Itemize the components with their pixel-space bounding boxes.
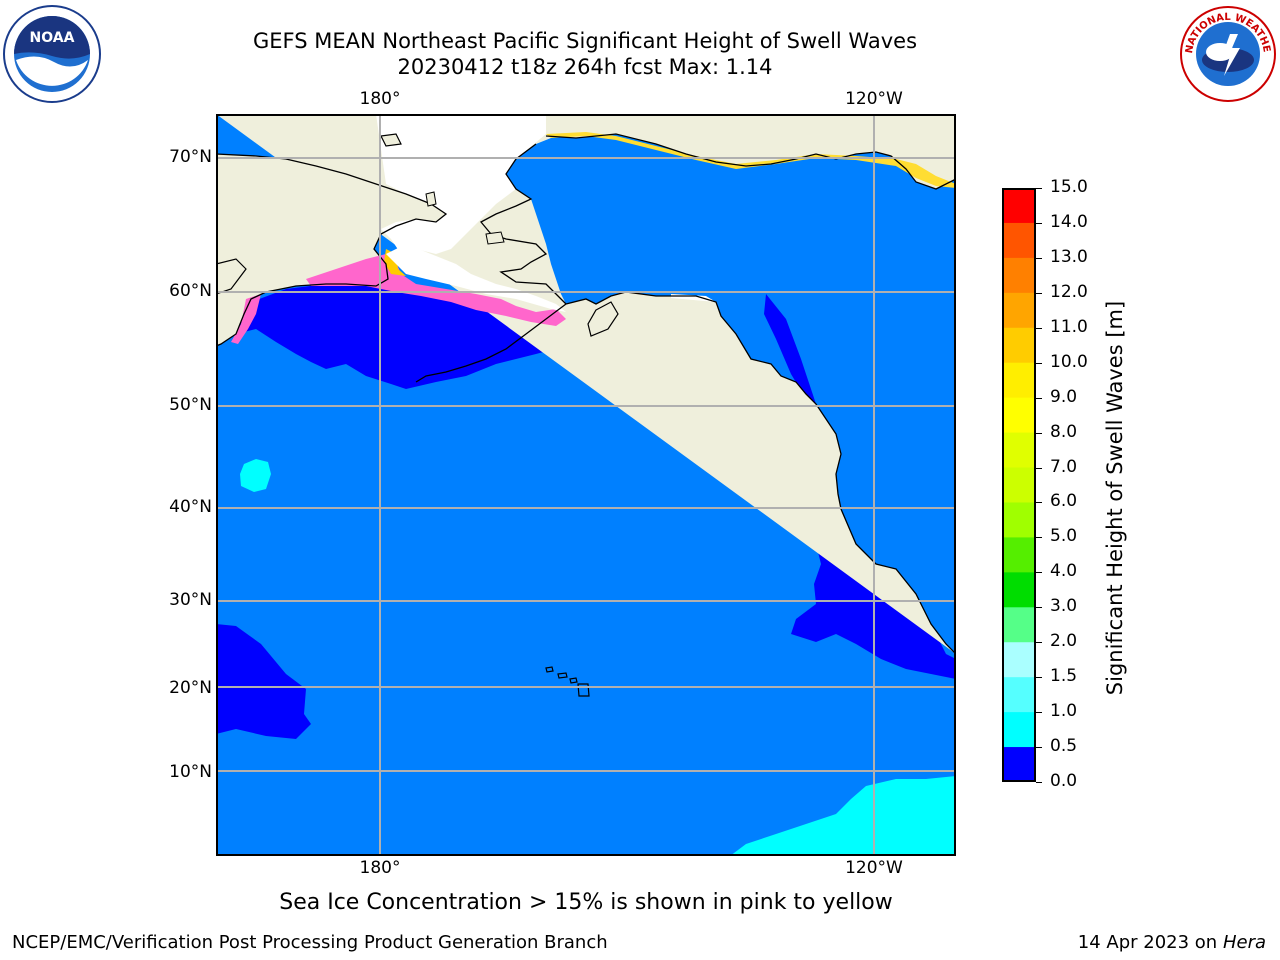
colorbar-tick-label: 5.0 xyxy=(1050,526,1078,547)
coastline-western-alaska xyxy=(479,143,567,305)
lon-label-top-180: 180° xyxy=(359,89,401,109)
colorbar-tick-mark xyxy=(1036,188,1042,189)
lat-label-60n: 60°N xyxy=(169,281,212,301)
map-frame xyxy=(216,114,956,856)
coastline-alaska-peninsula xyxy=(415,303,567,383)
colorbar-cell xyxy=(1002,712,1036,748)
lat-label-50n: 50°N xyxy=(169,395,212,415)
map-gridlines xyxy=(216,114,956,856)
colorbar-tick-label: 10.0 xyxy=(1050,351,1088,372)
colorbar-cell xyxy=(1002,642,1036,678)
national-weather-service-logo: NATIONAL WEATHER SERVICE xyxy=(1178,4,1276,102)
white-region-bering xyxy=(386,244,566,312)
colorbar-tick-label: 11.0 xyxy=(1050,316,1088,337)
coastline-pacific xyxy=(565,291,956,655)
svg-text:NOAA: NOAA xyxy=(30,30,75,46)
colorbar-cell xyxy=(1002,747,1036,782)
colorbar-tick-label: 1.0 xyxy=(1050,701,1078,722)
colorbar-tick-label: 15.0 xyxy=(1050,177,1088,197)
colorbar-frame xyxy=(1002,188,1036,782)
colorbar-tick-label: 4.0 xyxy=(1050,561,1078,582)
sea-ice-note: Sea Ice Concentration > 15% is shown in … xyxy=(279,890,893,915)
colorbar-tick-label: 0.0 xyxy=(1050,771,1078,791)
colorbar-tick-mark xyxy=(1036,712,1042,714)
footer-branch: NCEP/EMC/Verification Post Processing Pr… xyxy=(12,932,608,953)
chart-subtitle: 20230412 t18z 264h fcst Max: 1.14 xyxy=(397,55,773,79)
colorbar-tick-mark xyxy=(1036,397,1042,399)
lat-label-40n: 40°N xyxy=(169,497,212,517)
colorbar-cell xyxy=(1002,677,1036,713)
colorbar-tick-label: 3.0 xyxy=(1050,596,1078,617)
colorbar-tick-mark xyxy=(1036,572,1042,574)
footer-date: 14 Apr 2023 on Hera xyxy=(1077,932,1266,953)
land-chukotka xyxy=(216,154,446,346)
colorbar-tick-mark xyxy=(1036,782,1042,783)
colorbar-tick-mark xyxy=(1036,607,1042,609)
colorbar-tick-mark xyxy=(1036,467,1042,469)
land-kamchatka xyxy=(216,258,247,295)
sea-ice-bering xyxy=(306,254,566,326)
lat-label-30n: 30°N xyxy=(169,590,212,610)
footer-host: Hera xyxy=(1222,932,1266,953)
colorbar-tick-mark xyxy=(1036,537,1042,539)
lon-label-top-120w: 120°W xyxy=(845,89,903,109)
colorbar-cell xyxy=(1002,467,1036,503)
colorbar-tick-mark xyxy=(1036,362,1042,364)
colorbar-cell xyxy=(1002,607,1036,643)
colorbar-cell xyxy=(1002,537,1036,573)
colorbar-tick-label: 9.0 xyxy=(1050,386,1078,407)
higher-swell-region-south xyxy=(730,776,956,856)
colorbar-tick-label: 7.0 xyxy=(1050,456,1078,477)
colorbar-tick-label: 8.0 xyxy=(1050,421,1078,442)
colorbar-cell xyxy=(1002,292,1036,329)
colorbar xyxy=(1002,188,1036,782)
sea-ice-west xyxy=(231,294,261,344)
coastline-chukotka xyxy=(216,153,448,347)
colorbar-cell xyxy=(1002,572,1036,608)
colorbar-tick-label: 12.0 xyxy=(1050,281,1088,302)
chart-title: GEFS MEAN Northeast Pacific Significant … xyxy=(252,29,918,53)
hawaii-island-3 xyxy=(569,677,578,684)
lat-label-70n: 70°N xyxy=(169,147,212,167)
colorbar-tick-label: 14.0 xyxy=(1050,211,1088,232)
colorbar-cell xyxy=(1002,327,1036,364)
colorbar-tick-mark xyxy=(1036,327,1042,329)
white-region-arctic xyxy=(376,114,546,254)
colorbar-cell xyxy=(1002,432,1036,469)
colorbar-cell xyxy=(1002,362,1036,399)
colorbar-cell xyxy=(1002,257,1036,294)
colorbar-cell xyxy=(1002,188,1036,224)
lon-label-bottom-180: 180° xyxy=(359,858,401,878)
colorbar-tick-mark xyxy=(1036,642,1042,644)
colorbar-tick-label: 1.5 xyxy=(1050,666,1078,687)
colorbar-cell xyxy=(1002,397,1036,434)
noaa-logo: NOAA xyxy=(3,5,101,103)
lon-label-bottom-120w: 120°W xyxy=(845,858,903,878)
lat-label-20n: 20°N xyxy=(169,678,212,698)
low-swell-region-west xyxy=(216,624,311,739)
colorbar-tick-label: 2.0 xyxy=(1050,631,1078,652)
colorbar-tick-mark xyxy=(1036,257,1042,259)
colorbar-tick-mark xyxy=(1036,222,1042,224)
hawaii-island-1 xyxy=(545,666,554,673)
hawaii-island-big xyxy=(577,683,590,697)
colorbar-tick-mark xyxy=(1036,432,1042,434)
map-panel xyxy=(216,114,956,856)
lat-label-10n: 10°N xyxy=(169,762,212,782)
colorbar-tick-mark xyxy=(1036,292,1042,294)
colorbar-tick-mark xyxy=(1036,677,1042,679)
colorbar-cell xyxy=(1002,222,1036,259)
colorbar-tick-mark xyxy=(1036,747,1042,749)
sea-ice-arctic xyxy=(546,132,956,188)
hawaii-island-2 xyxy=(557,672,568,679)
colorbar-tick-label: 13.0 xyxy=(1050,246,1088,267)
kodiak-island xyxy=(587,301,619,337)
colorbar-tick-label: 6.0 xyxy=(1050,491,1078,512)
colorbar-tick-mark xyxy=(1036,502,1042,504)
colorbar-tick-label: 0.5 xyxy=(1050,736,1078,757)
colorbar-cell xyxy=(1002,502,1036,538)
colorbar-title: Significant Height of Swell Waves [m] xyxy=(1103,300,1127,696)
